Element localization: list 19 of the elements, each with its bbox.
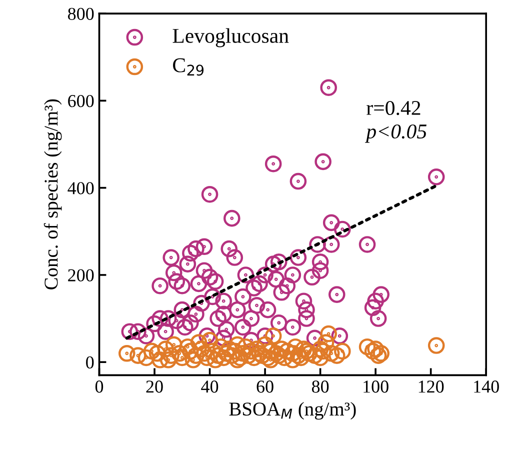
x-tick-label: 20 — [146, 380, 163, 393]
legend-label: C$_{29}$ — [173, 58, 204, 76]
legend-label: Levoglucosan — [172, 28, 289, 48]
y-tick-label: 600 — [68, 94, 94, 108]
y-tick-label: 800 — [68, 8, 94, 20]
x-tick-label: 120 — [418, 380, 444, 393]
y-tick-label: 0 — [86, 356, 94, 369]
y-tick-label: 200 — [68, 269, 94, 282]
x-tick-label: 140 — [474, 380, 499, 393]
x-axis-title: BSOA$_{M}$ (ng/m³) — [229, 402, 356, 420]
x-tick-label: 80 — [312, 380, 329, 393]
x-tick-label: 100 — [364, 380, 388, 393]
annotation: p<0.05 — [364, 124, 426, 143]
x-tick-label: 0 — [95, 380, 104, 393]
y-axis-title: Conc. of species (ng/m³) — [44, 99, 62, 290]
annotation: r=0.42 — [366, 100, 420, 116]
x-tick-label: 40 — [201, 380, 218, 393]
x-tick-label: 60 — [256, 380, 274, 393]
y-tick-label: 400 — [68, 182, 94, 194]
